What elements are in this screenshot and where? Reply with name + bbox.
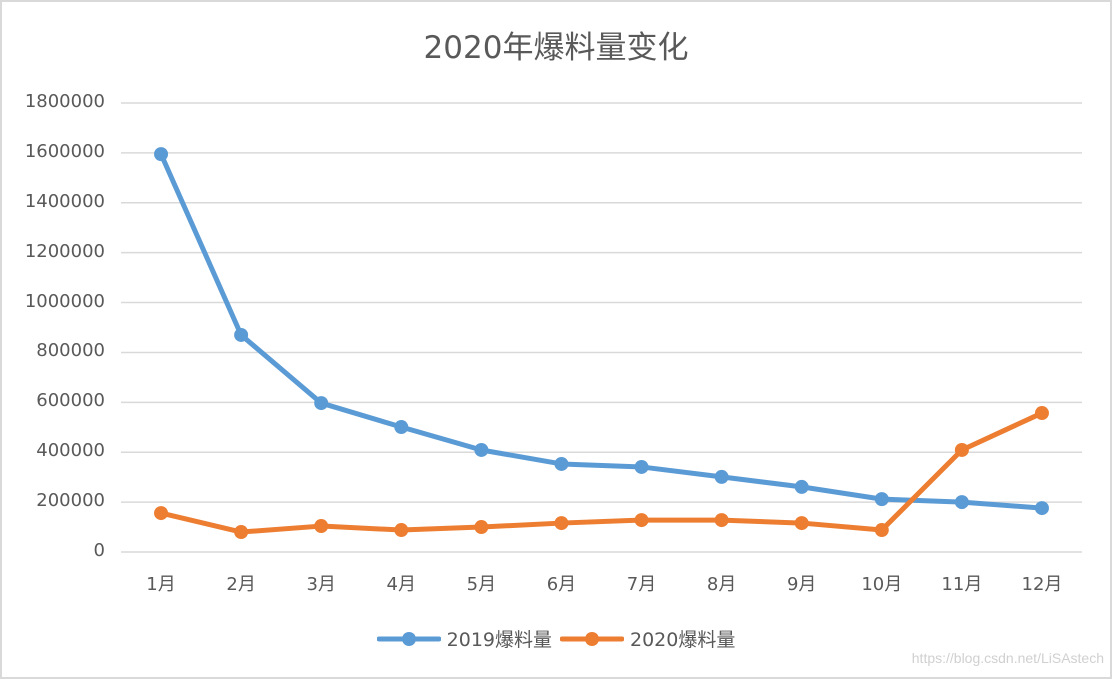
data-point-marker xyxy=(954,495,969,510)
y-tick-label: 1600000 xyxy=(24,140,105,162)
y-tick-label: 400000 xyxy=(36,440,105,462)
chart-title: 2020年爆料量变化 xyxy=(423,30,689,66)
data-point-marker xyxy=(714,469,729,484)
data-point-marker xyxy=(634,513,649,528)
data-point-marker xyxy=(554,516,569,531)
data-point-marker xyxy=(954,442,969,457)
series-line xyxy=(158,410,1045,535)
data-point-marker xyxy=(154,506,169,521)
data-point-marker xyxy=(874,523,889,538)
x-tick-label: 1月 xyxy=(146,574,176,595)
data-point-marker xyxy=(794,479,809,494)
x-tick-label: 9月 xyxy=(786,574,817,595)
data-point-marker xyxy=(1034,501,1049,516)
x-tick-label: 3月 xyxy=(306,574,336,595)
y-tick-label: 200000 xyxy=(36,490,105,512)
series-line xyxy=(158,151,1045,511)
x-tick-label: 5月 xyxy=(466,574,497,595)
y-tick-label: 1200000 xyxy=(24,240,105,262)
y-tick-label: 1400000 xyxy=(24,190,105,212)
series-2019爆料量 xyxy=(154,147,1049,516)
data-point-marker xyxy=(394,420,409,435)
watermark: https://blog.csdn.net/LiSAstech xyxy=(911,650,1104,666)
y-tick-label: 600000 xyxy=(36,390,105,412)
x-tick-label: 6月 xyxy=(546,574,577,595)
data-point-marker xyxy=(154,147,169,162)
x-tick-label: 8月 xyxy=(706,574,737,595)
data-point-marker xyxy=(474,442,489,457)
data-point-marker xyxy=(634,459,649,474)
legend-item-2019: 2019爆料量 xyxy=(376,625,552,652)
data-point-marker xyxy=(394,523,409,538)
data-point-marker xyxy=(794,516,809,531)
data-point-marker xyxy=(234,525,249,540)
series-2020爆料量 xyxy=(154,406,1049,540)
legend-item-2020: 2020爆料量 xyxy=(560,625,735,652)
data-point-marker xyxy=(874,492,889,507)
legend-label-2019: 2019爆料量 xyxy=(446,629,552,651)
x-tick-label: 7月 xyxy=(626,574,657,595)
y-tick-label: 1000000 xyxy=(24,290,105,312)
y-tick-label: 1800000 xyxy=(24,91,105,112)
legend-label-2020: 2020爆料量 xyxy=(630,629,736,651)
legend-marker-2020-icon xyxy=(560,631,624,646)
data-point-marker xyxy=(1034,406,1049,421)
y-tick-label: 800000 xyxy=(36,340,105,362)
x-tick-label: 12月 xyxy=(1021,574,1063,595)
x-tick-label: 4月 xyxy=(386,574,416,595)
data-point-marker xyxy=(314,396,329,411)
x-tick-label: 11月 xyxy=(941,574,983,595)
x-tick-label: 2月 xyxy=(226,574,256,595)
data-point-marker xyxy=(714,513,729,528)
y-tick-label: 0 xyxy=(93,540,105,561)
data-point-marker xyxy=(474,520,489,535)
data-point-marker xyxy=(554,456,569,471)
legend-marker-2019-icon xyxy=(376,631,441,646)
x-tick-label: 10月 xyxy=(861,574,903,595)
data-point-marker xyxy=(314,519,329,534)
data-point-marker xyxy=(234,327,249,342)
legend: 2019爆料量 2020爆料量 xyxy=(0,625,1112,652)
